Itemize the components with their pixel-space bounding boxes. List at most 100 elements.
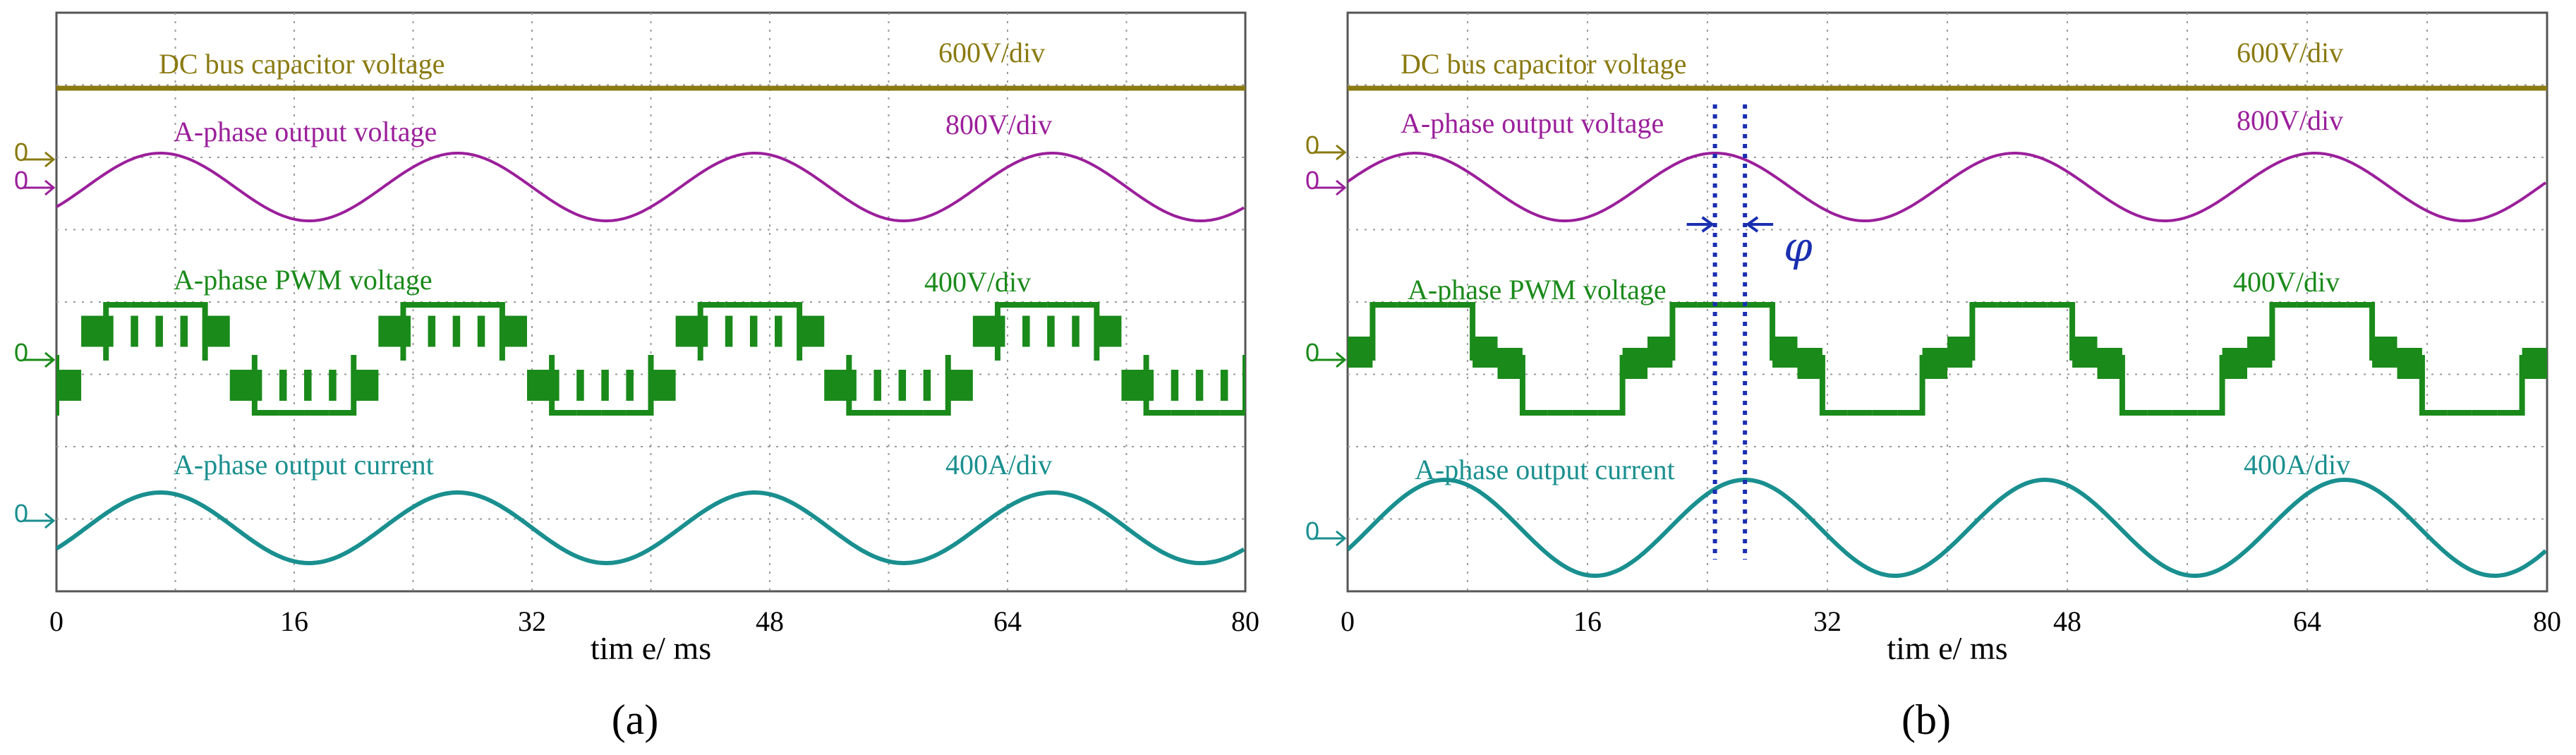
pwm-chop-band <box>2097 348 2122 379</box>
dc-scale-label: 600V/div <box>2237 37 2343 68</box>
pwm-level <box>403 302 428 308</box>
pwm-level <box>552 410 577 416</box>
pwm-chop-band <box>873 370 881 401</box>
pwm-level <box>279 410 305 416</box>
pwm-chop-band <box>1072 315 1080 347</box>
x-tick-label: 64 <box>993 605 1022 637</box>
va-trace-label: A-phase output voltage <box>174 116 437 147</box>
dc-trace-label: DC bus capacitor voltage <box>159 48 445 80</box>
pwm-level <box>1247 410 1272 416</box>
pwm-chop-band <box>2072 337 2098 368</box>
pwm-chop-band <box>2522 348 2547 379</box>
pwm-level <box>180 302 205 308</box>
pwm-trace <box>1247 302 2576 416</box>
x-tick-label: 16 <box>280 605 308 637</box>
pwm-chop-band <box>1323 348 1348 379</box>
x-tick-label: 0 <box>49 605 64 637</box>
pwm-level <box>725 302 750 308</box>
pwm-level <box>1273 410 1298 416</box>
panel-caption: (b) <box>1901 696 1951 743</box>
pwm-edge <box>202 302 208 361</box>
pwm-level <box>2572 302 2576 308</box>
pwm-edge <box>549 355 555 416</box>
pwm-chop-band <box>651 370 676 401</box>
current-trace <box>1348 477 2547 579</box>
pwm-chop-band <box>824 370 849 401</box>
va-zero-marker: 0 <box>14 166 56 196</box>
pwm-level <box>2297 302 2323 308</box>
pwm-chop-band <box>304 370 312 401</box>
ia-trace-label: A-phase output current <box>174 449 434 481</box>
ia-trace-label: A-phase output current <box>1415 454 1675 485</box>
pwm-chop-band <box>1295 316 1302 347</box>
pwm-level <box>2347 302 2373 308</box>
pwm-edge <box>2119 355 2125 416</box>
pwm-chop-band <box>428 315 436 347</box>
pwm-level <box>2447 410 2472 416</box>
x-axis-label: tim e/ ms <box>591 630 711 666</box>
x-tick-label: 64 <box>2293 605 2321 637</box>
pwm-chop-band <box>1922 348 1947 379</box>
pwm-chop-band <box>2247 337 2273 368</box>
va-zero-marker: 0 <box>1305 166 1347 196</box>
pwm-edge <box>1770 302 1776 361</box>
pwm-chop-band <box>131 315 138 347</box>
pwm-chop-band <box>972 315 998 347</box>
pwm-level <box>329 410 354 416</box>
pwm-edge <box>499 302 505 361</box>
pwm-level <box>1022 302 1048 308</box>
pwm-chop-band <box>229 370 255 401</box>
va-scale-label: 800V/div <box>2237 104 2343 136</box>
pwm-level <box>749 302 775 308</box>
pwm-edge <box>1919 355 1925 416</box>
arrow-icon <box>1314 530 1347 547</box>
pwm-level <box>626 410 651 416</box>
pwm-level <box>2472 410 2498 416</box>
pwm-level <box>1171 410 1196 416</box>
pwm-level <box>1047 302 1072 308</box>
pwm-chop-band <box>2397 348 2422 379</box>
pwm-edge <box>251 355 258 416</box>
pwm-level <box>428 302 453 308</box>
pwm-level <box>1972 302 1997 308</box>
pwm-chop-band <box>452 315 461 347</box>
pwm-edge <box>1292 302 1298 361</box>
zero-label: 0 <box>1305 166 1319 195</box>
pwm-edge <box>2519 355 2525 416</box>
pwm-level <box>477 302 502 308</box>
pwm-edge <box>648 355 654 416</box>
pwm-edge <box>1242 355 1245 416</box>
pwm-level <box>32 410 56 416</box>
pwm-level <box>1872 410 1898 416</box>
pwm-edge <box>351 355 357 416</box>
ia-zero-marker: 0 <box>1305 517 1347 547</box>
x-tick-label: 80 <box>1231 605 1259 637</box>
zero-label: 0 <box>14 166 28 195</box>
pwm-edge <box>2569 302 2575 361</box>
pwm-chop-band <box>1245 370 1270 401</box>
pwm-level <box>131 302 156 308</box>
pwm-chop-band <box>1022 315 1030 347</box>
zero-label: 0 <box>14 499 28 528</box>
pwm-chop-band <box>403 315 411 347</box>
zero-label: 0 <box>1305 517 1319 545</box>
pwm-chop-band <box>378 315 404 347</box>
pwm-edge <box>2219 355 2225 416</box>
pwm-level <box>1522 410 1548 416</box>
pwm-zero-marker: 0 <box>1305 338 1347 368</box>
voltage-trace <box>56 152 1245 222</box>
pwm-level <box>1697 302 1723 308</box>
x-tick-label: 80 <box>2533 605 2561 637</box>
arrow-icon <box>23 351 56 368</box>
pwm-trace <box>32 302 1344 416</box>
pwm-level <box>304 410 329 416</box>
pwm-level <box>254 410 279 416</box>
pwm-level <box>1319 302 1344 308</box>
pwm-level <box>1572 410 1598 416</box>
x-tick-label: 32 <box>518 605 546 637</box>
pwm-chop-band <box>155 315 163 347</box>
arrow-right-icon <box>1686 216 1715 233</box>
pwm-chop-band <box>1797 348 1822 379</box>
pwm-scale-label: 400V/div <box>924 266 1031 298</box>
pwm-chop-band <box>700 315 708 347</box>
